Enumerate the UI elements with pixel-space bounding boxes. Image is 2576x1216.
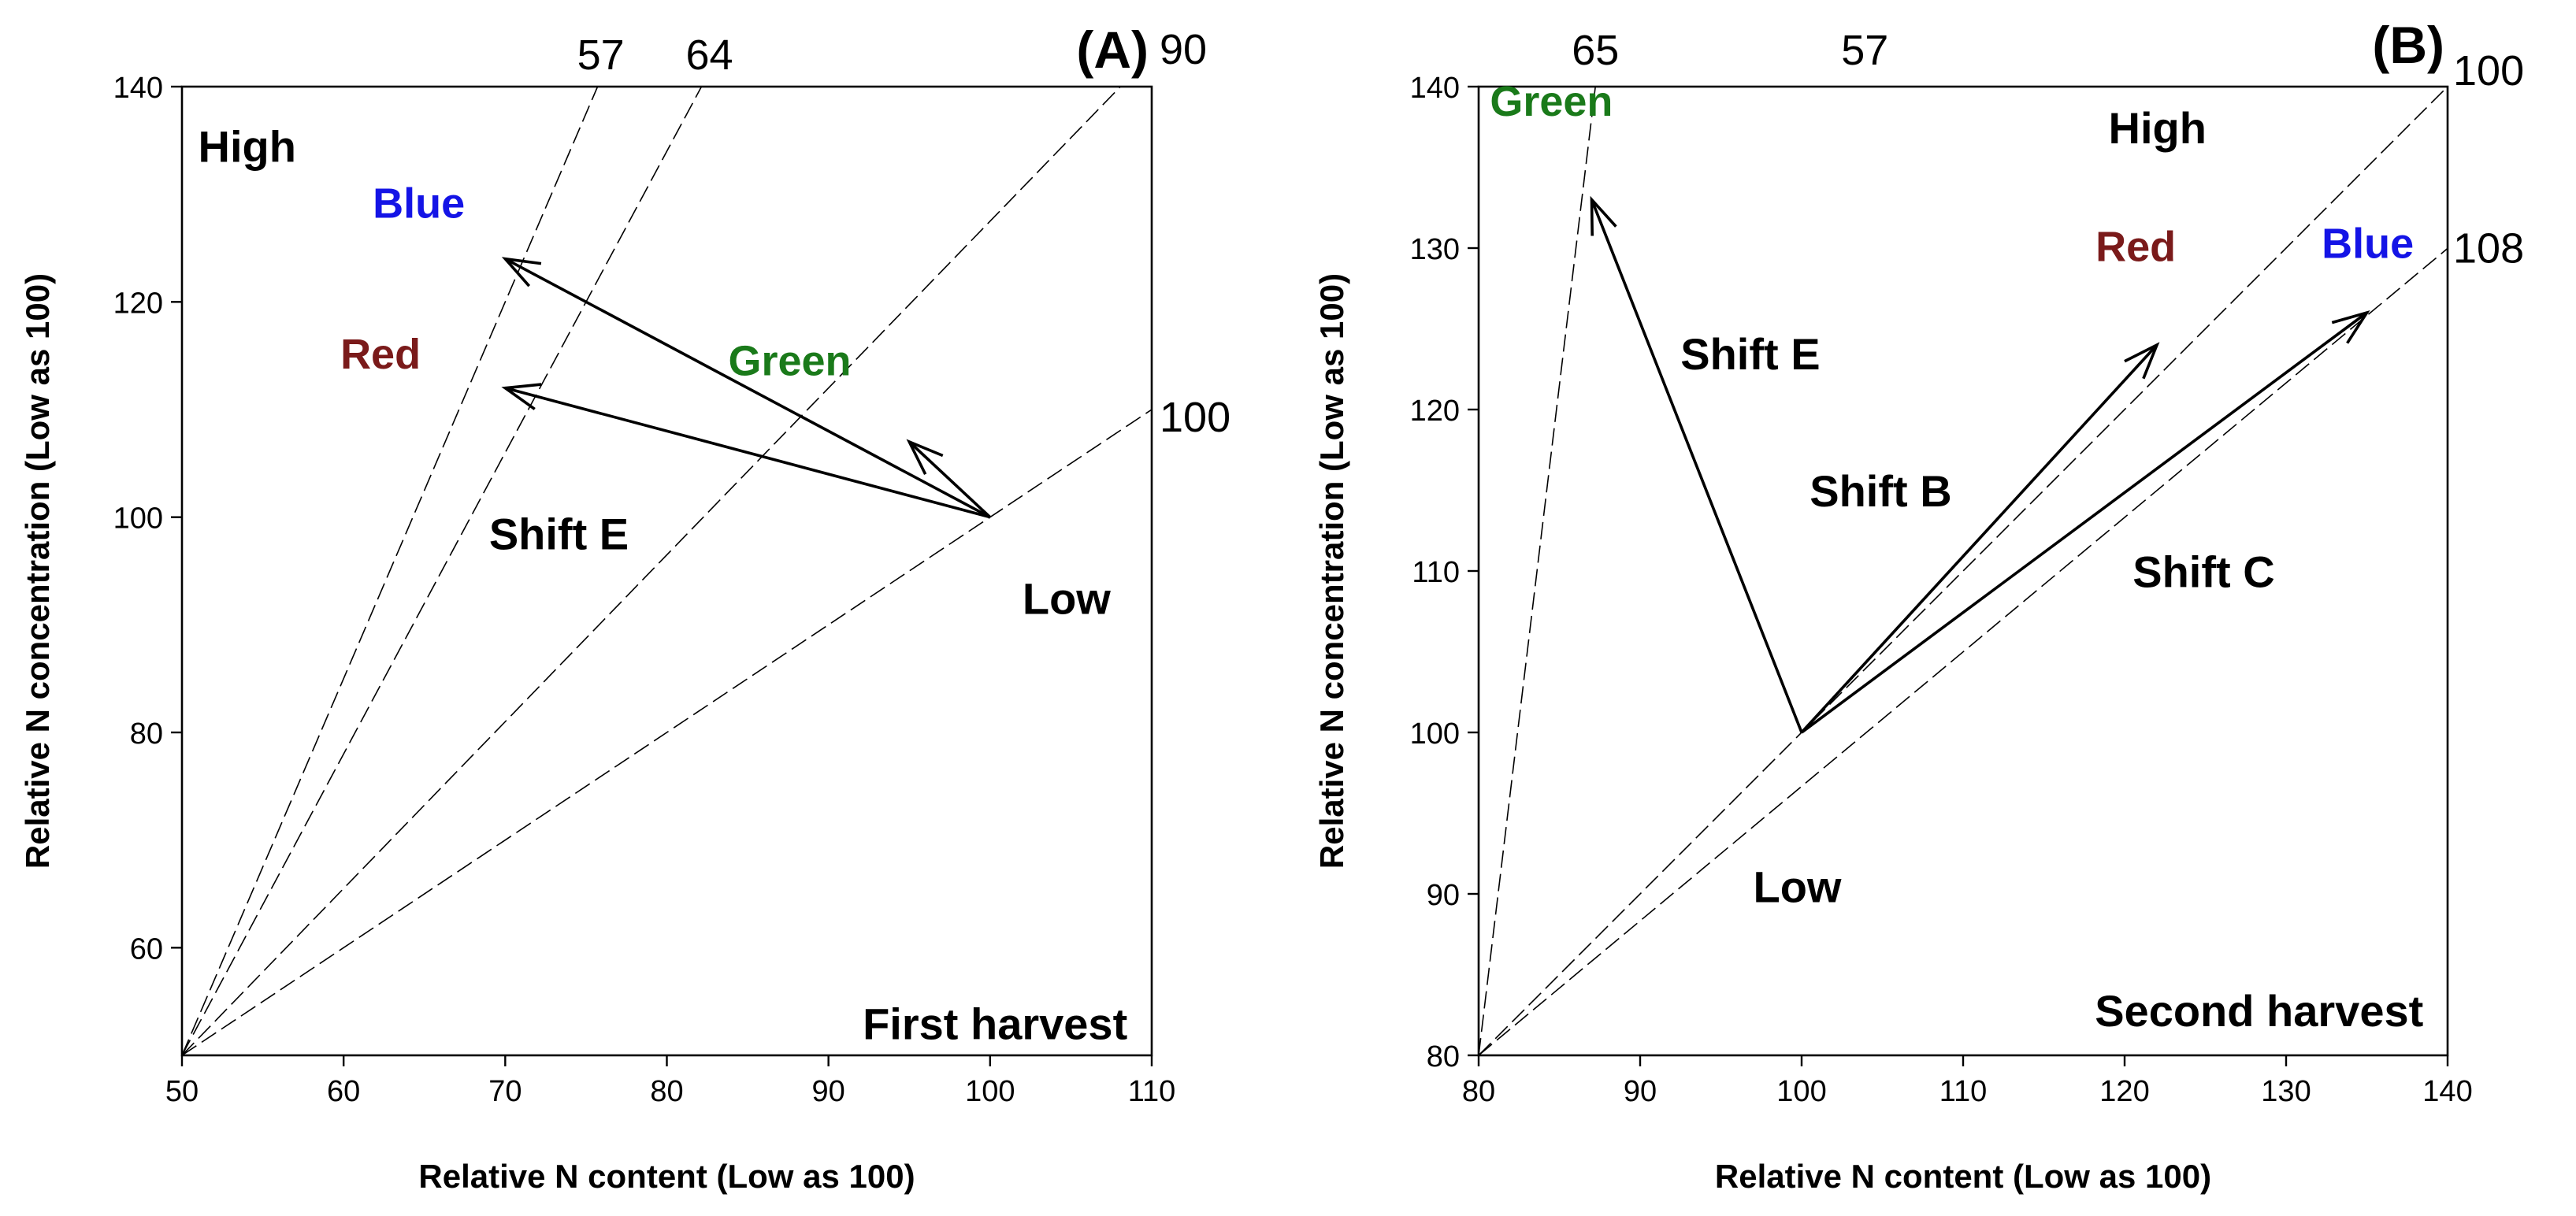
reference-line-108 [1479, 247, 2448, 1055]
x-tick-label: 90 [1624, 1075, 1657, 1108]
vector-arrowhead-red [2124, 342, 2160, 380]
y-tick-label: 120 [113, 287, 163, 320]
x-tick-label: 110 [1939, 1075, 1988, 1108]
reference-line-label-64: 64 [685, 32, 733, 79]
x-axis-title: Relative N content (Low as 100) [418, 1158, 915, 1195]
annotation-shift-b: Shift B [1810, 466, 1951, 516]
x-tick-label: 90 [812, 1075, 845, 1108]
treatment-label-blue: Blue [2322, 220, 2414, 267]
y-tick-label: 100 [1410, 717, 1460, 751]
x-tick-label: 80 [650, 1075, 683, 1108]
x-tick-label: 100 [1776, 1075, 1826, 1108]
x-axis-title: Relative N content (Low as 100) [1715, 1158, 2211, 1195]
reference-line-65 [1479, 87, 1596, 1055]
annotation-shift-e: Shift E [1680, 329, 1820, 379]
y-tick-label: 140 [113, 72, 163, 105]
y-axis-title: Relative N concentration (Low as 100) [1313, 273, 1350, 869]
panel-a: 57 64 90 100 50 60 70 80 90 100 110 60 80 100 120 140 Re… [19, 20, 1230, 1195]
reference-line-label-100: 100 [2453, 47, 2524, 95]
treatment-label-red: Red [340, 331, 421, 378]
reference-line-label-100: 100 [1160, 394, 1230, 441]
panel-label: (B) [2372, 16, 2444, 74]
panel-label: (A) [1076, 20, 1149, 79]
y-tick-label: 90 [1427, 879, 1460, 912]
x-tick-label: 130 [2261, 1075, 2311, 1108]
vector-arrowhead-blue [2331, 310, 2370, 344]
annotation-shift-c: Shift C [2132, 547, 2274, 597]
y-tick-label: 80 [1427, 1040, 1460, 1073]
annotation-low: Low [1023, 574, 1111, 624]
reference-lines [182, 87, 1152, 1055]
reference-line-64 [182, 87, 703, 1055]
y-tick-label: 140 [1410, 72, 1460, 105]
annotation-low: Low [1754, 862, 1842, 911]
x-tick-label: 50 [165, 1075, 199, 1108]
treatment-label-blue: Blue [373, 180, 465, 228]
vector-arrowhead-green [906, 439, 944, 476]
y-tick-label: 100 [113, 502, 163, 536]
vector-green [1590, 198, 1803, 733]
y-axis-title: Relative N concentration (Low as 100) [19, 273, 56, 869]
x-tick-label: 60 [327, 1075, 360, 1108]
reference-line-label-65: 65 [1572, 27, 1619, 74]
reference-line-100 [182, 409, 1152, 1055]
y-tick-label: 80 [130, 717, 163, 751]
vector-green [908, 440, 992, 518]
annotation-high: High [2109, 103, 2207, 153]
annotation-high: High [199, 122, 296, 172]
treatment-label-red: Red [2095, 223, 2176, 270]
reference-line-57 [182, 87, 599, 1055]
y-tick-label: 120 [1410, 395, 1460, 428]
vector-red [1800, 343, 2158, 734]
x-tick-label: 110 [1128, 1075, 1176, 1108]
x-tick-label: 120 [2099, 1075, 2149, 1108]
treatment-label-green: Green [1490, 78, 1613, 125]
y-tick-label: 110 [1412, 556, 1460, 589]
annotation-first-harvest: First harvest [863, 999, 1127, 1049]
vector-arrowhead-blue [501, 257, 542, 287]
reference-line-label-57: 57 [1841, 27, 1888, 74]
plot-frame [180, 85, 1153, 1057]
reference-line-90 [182, 87, 1121, 1055]
vector-arrowhead-red [501, 383, 542, 410]
x-tick-label: 100 [965, 1075, 1015, 1108]
treatment-label-green: Green [728, 337, 851, 384]
x-tick-label: 70 [488, 1075, 522, 1108]
reference-line-label-108: 108 [2453, 224, 2524, 272]
y-tick-label: 130 [1410, 233, 1460, 266]
vector-arrowhead-green [1590, 195, 1617, 236]
vector-red [504, 386, 991, 519]
annotation-shift-e: Shift E [489, 510, 629, 559]
reference-lines [1479, 87, 2448, 1055]
x-tick-label: 80 [1462, 1075, 1495, 1108]
vector-blue [504, 258, 991, 519]
x-tick-label: 140 [2422, 1075, 2472, 1108]
reference-line-label-90: 90 [1160, 26, 1207, 73]
reference-line-label-57: 57 [577, 32, 625, 79]
reference-line-100 [1479, 87, 2448, 1055]
vector-blue [1800, 311, 2368, 734]
annotation-second-harvest: Second harvest [2095, 986, 2423, 1036]
panel-b: 65 57 100 108 80 90 100 110 120 130 140 80 90 100 110 1… [1313, 16, 2524, 1195]
y-tick-label: 60 [130, 932, 163, 966]
